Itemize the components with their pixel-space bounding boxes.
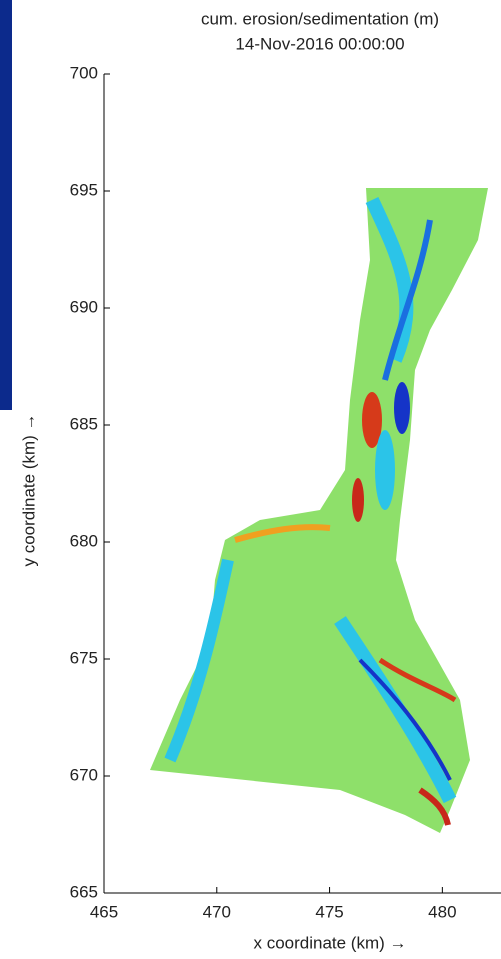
y-tick-label: 690 [70, 297, 98, 316]
x-tick-label: 465 [90, 902, 118, 921]
field-streak [382, 219, 433, 381]
y-tick-label: 670 [70, 765, 98, 784]
field-streak [394, 382, 410, 434]
field-streak [378, 657, 457, 703]
window-edge [0, 0, 12, 410]
chart-title: cum. erosion/sedimentation (m) [201, 9, 439, 28]
field-streak [334, 616, 457, 804]
y-tick-label: 680 [70, 531, 98, 550]
field-streak [352, 478, 364, 522]
field-streak [365, 197, 414, 363]
y-tick-label: 685 [70, 414, 98, 433]
field [150, 188, 488, 833]
x-tick-label: 480 [428, 902, 456, 921]
y-tick-label: 665 [70, 882, 98, 901]
y-tick-label: 700 [70, 63, 98, 82]
field-streak [375, 430, 395, 510]
field-streak [358, 658, 452, 781]
field-streak [418, 787, 451, 826]
y-tick-label: 695 [70, 180, 98, 199]
y-tick-label: 675 [70, 648, 98, 667]
field-streak [234, 524, 331, 543]
field-domain [150, 188, 488, 833]
y-axis-label: y coordinate (km) → [19, 413, 38, 566]
field-streak [362, 392, 382, 448]
field-streak [164, 558, 234, 763]
x-axis-label: x coordinate (km) → [253, 933, 406, 952]
x-tick-label: 470 [203, 902, 231, 921]
chart-subtitle: 14-Nov-2016 00:00:00 [235, 34, 404, 53]
x-tick-label: 475 [315, 902, 343, 921]
